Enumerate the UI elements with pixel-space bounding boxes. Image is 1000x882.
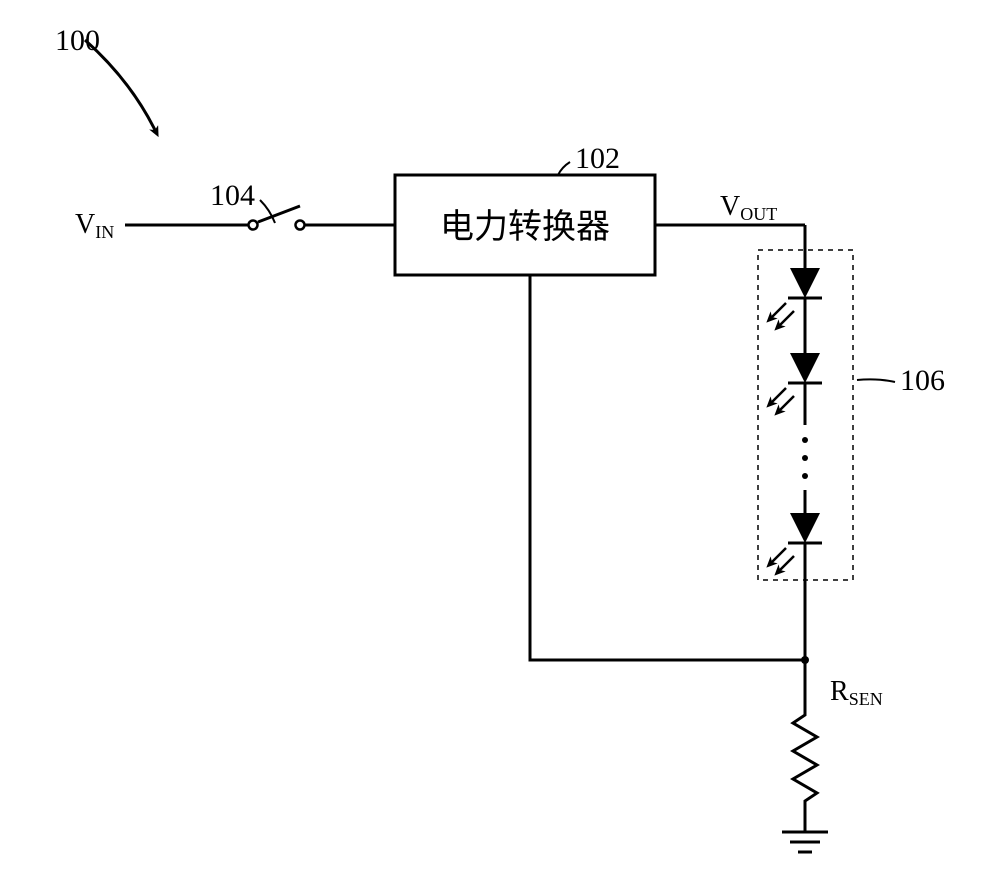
switch-arm (258, 206, 300, 222)
feedback-node (801, 656, 809, 664)
figure-ref-label: 100 (55, 24, 100, 57)
led-dots-2 (802, 455, 808, 461)
rsen-label: RSEN (830, 676, 883, 709)
vout-label: VOUT (720, 191, 777, 224)
ground-symbol (782, 820, 828, 852)
switch-terminal-right (296, 221, 305, 230)
converter-ref-label: 102 (575, 142, 620, 175)
feedback-wire (530, 275, 805, 660)
converter-ref-leader (558, 162, 570, 175)
sense-resistor (793, 700, 817, 820)
led-2 (772, 353, 822, 410)
led-dots-1 (802, 437, 808, 443)
switch-terminal-left (249, 221, 258, 230)
led-1 (772, 268, 822, 325)
led-group-ref-leader (857, 379, 895, 382)
vin-label: VIN (75, 209, 114, 242)
led-group-ref-label: 106 (900, 364, 945, 397)
led-dots-3 (802, 473, 808, 479)
led-3 (772, 513, 822, 570)
switch-ref-label: 104 (210, 179, 255, 212)
power-converter-label: 电力转换器 (440, 208, 610, 246)
